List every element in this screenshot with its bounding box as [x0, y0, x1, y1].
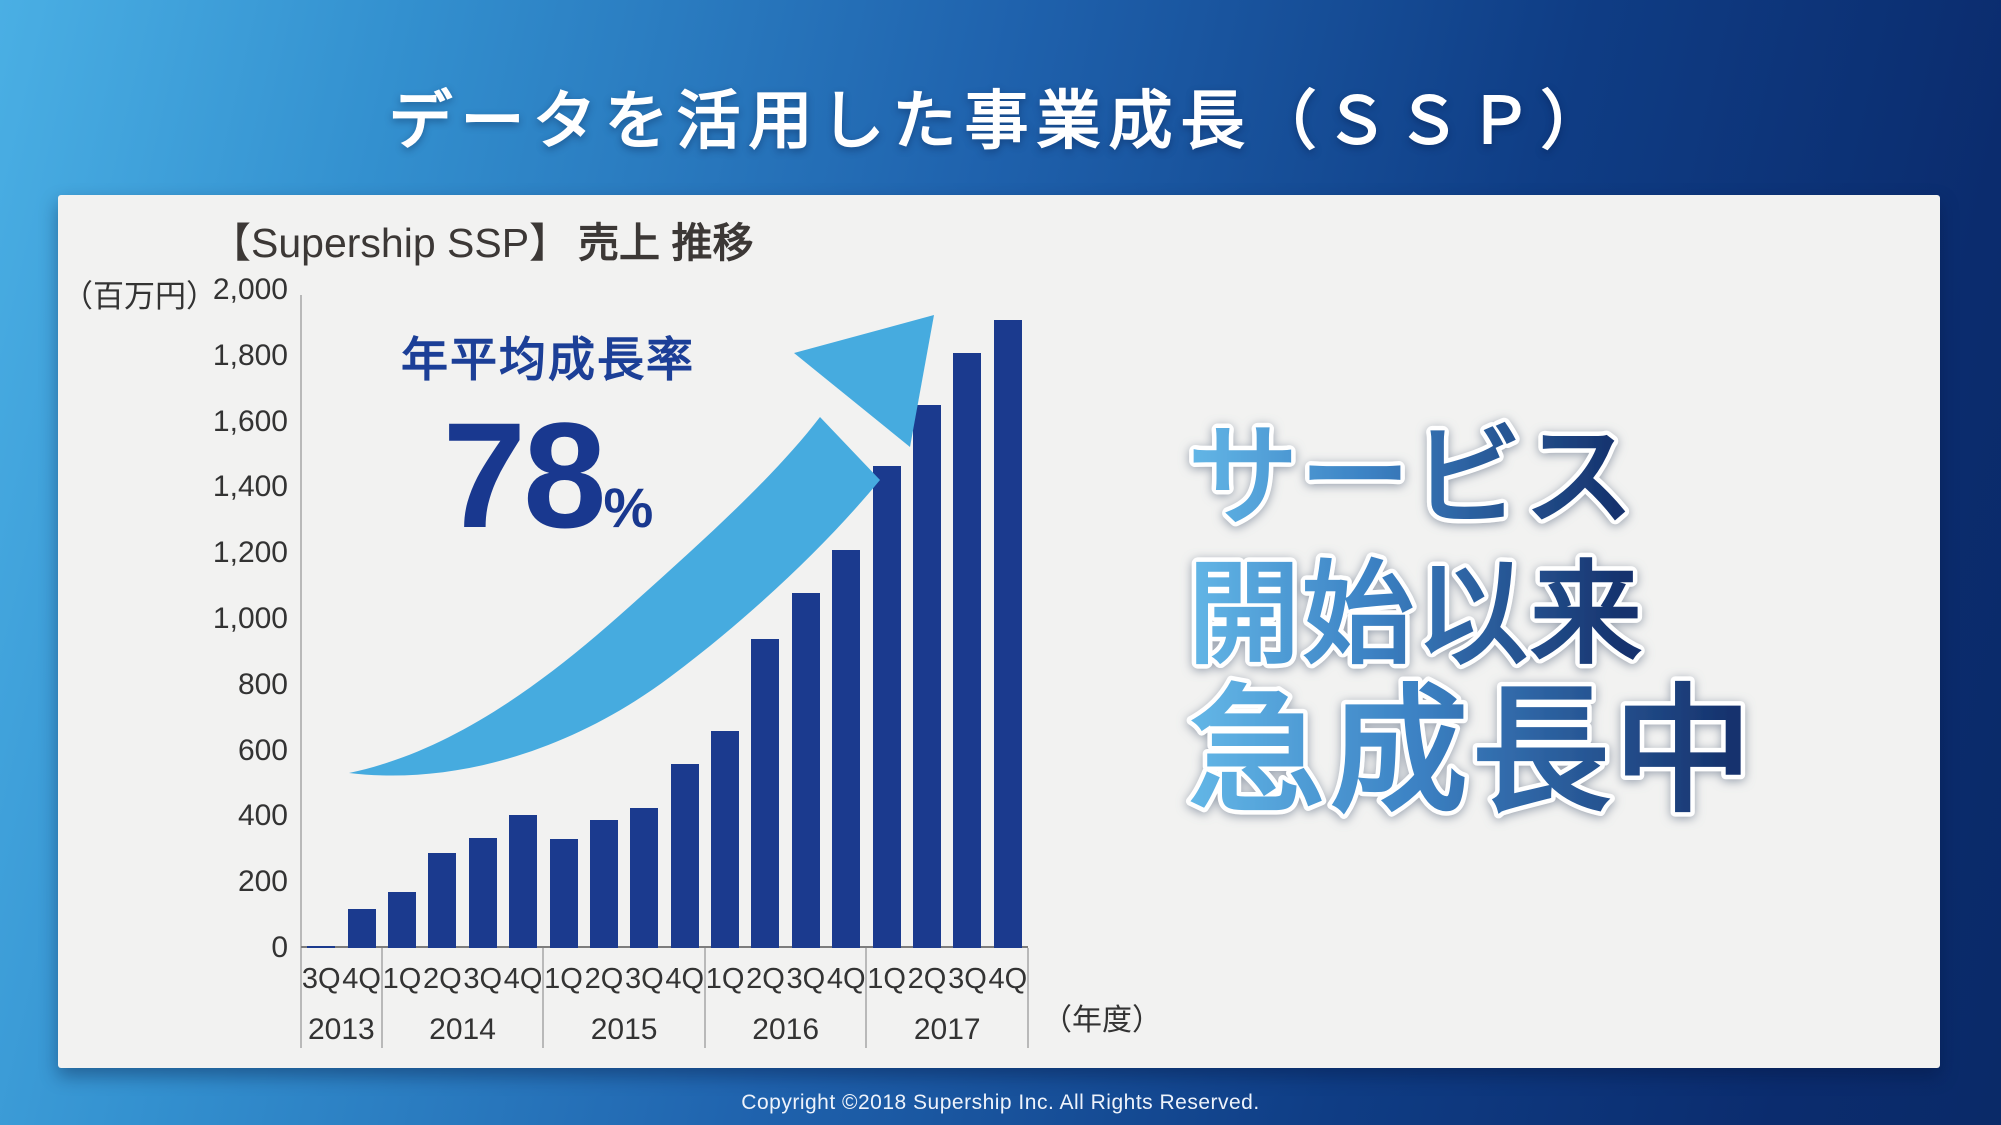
x-axis-separator: [380, 948, 383, 1048]
y-axis-unit-label: （百万円）: [62, 279, 217, 314]
quarter-label: 4Q: [503, 963, 543, 995]
y-axis-tick-label: 0: [271, 931, 288, 964]
x-axis-separator: [1027, 948, 1029, 1048]
year-label: 2015: [590, 1013, 658, 1046]
x-axis-separator: [703, 948, 706, 1048]
quarter-label: 2Q: [907, 963, 947, 995]
y-axis-tick-label: 1,400: [212, 470, 288, 504]
year-label: 2017: [913, 1013, 981, 1046]
bar-2015-1Q: [549, 839, 578, 948]
headline-line-3: 急成長中: [1188, 675, 1756, 829]
bar-2017-2Q: [913, 405, 942, 948]
bar-2016-2Q: [751, 638, 780, 948]
quarter-label: 1Q: [867, 963, 906, 995]
quarter-label: 3Q: [948, 963, 987, 995]
bar-2015-3Q: [630, 808, 659, 948]
y-axis-tick-label: 1,000: [212, 602, 288, 635]
headline-line-2: 開始以来: [1188, 552, 1644, 677]
quarter-label: 4Q: [665, 963, 705, 995]
quarter-label: 3Q: [301, 963, 341, 995]
quarter-label: 3Q: [786, 963, 826, 995]
x-axis-line: [301, 946, 1028, 948]
y-axis-tick-label: 200: [237, 865, 288, 899]
y-axis-line: [300, 295, 302, 1048]
growth-annotation: 年平均成長率 78%: [368, 321, 728, 550]
quarter-label: 1Q: [382, 963, 422, 995]
y-axis-tick-label: 800: [237, 667, 288, 701]
chart-title-main: 売上 推移: [578, 220, 754, 266]
footer-copyright: Copyright ©2018 Supership Inc. All Right…: [741, 1091, 1260, 1114]
bar-2016-1Q: [711, 730, 740, 948]
quarter-label: 4Q: [342, 963, 381, 995]
year-label: 2014: [429, 1013, 496, 1046]
bar-2014-3Q: [468, 837, 497, 948]
bar-2017-1Q: [872, 466, 901, 948]
bar-2017-4Q: [993, 319, 1022, 948]
quarter-label: 1Q: [544, 963, 583, 995]
bar-2016-3Q: [791, 592, 820, 948]
x-axis-separator: [300, 948, 302, 1048]
bar-2015-4Q: [670, 763, 699, 948]
y-axis-tick-label: 2,000: [212, 273, 288, 306]
bar-2014-2Q: [428, 852, 457, 948]
quarter-label: 1Q: [705, 963, 745, 995]
quarter-label: 2Q: [423, 963, 462, 995]
bar-2014-4Q: [509, 814, 538, 948]
chart-title-brand: 【Supership SSP】: [210, 220, 571, 266]
year-label: 2016: [752, 1013, 820, 1046]
x-axis-separator: [542, 948, 545, 1048]
growth-rate: 78%: [368, 400, 728, 550]
growth-rate-value: 78: [442, 391, 607, 559]
bar-2015-2Q: [589, 819, 618, 948]
bar-2013-4Q: [347, 908, 376, 948]
headline-line-1: サービス: [1188, 416, 1636, 539]
quarter-label: 4Q: [826, 963, 866, 995]
y-axis-tick-label: 1,800: [212, 338, 288, 372]
quarter-label: 3Q: [463, 963, 503, 995]
chart-title: 【Supership SSP】 売上 推移: [210, 209, 753, 269]
revenue-chart-panel: 【Supership SSP】 売上 推移 （百万円） 0 200 400 600 800…: [58, 195, 1940, 1068]
page-title: データを活用した事業成長（ＳＳＰ）: [388, 85, 1613, 157]
percent-sign: %: [603, 476, 654, 539]
x-axis-separator: [865, 948, 868, 1048]
headline: サービス 開始以来 急成長中: [1184, 412, 1757, 834]
y-axis-tick-label: 1,600: [212, 404, 288, 438]
bar-2014-1Q: [387, 892, 416, 948]
growth-annotation-label: 年平均成長率: [401, 333, 695, 386]
quarter-label: 4Q: [988, 963, 1028, 995]
bar-2016-4Q: [832, 549, 861, 948]
quarter-label: 2Q: [584, 963, 624, 995]
quarter-label: 3Q: [624, 963, 664, 995]
y-axis-tick-label: 400: [237, 799, 288, 833]
bar-2017-3Q: [953, 352, 982, 948]
y-axis-tick-label: 1,200: [212, 536, 288, 570]
quarter-label: 2Q: [746, 963, 785, 995]
year-label: 2013: [308, 1013, 375, 1046]
bar-2013-3Q: [307, 946, 336, 948]
x-axis-unit-label: （年度）: [1042, 1004, 1162, 1037]
y-axis-tick-label: 600: [237, 733, 288, 767]
